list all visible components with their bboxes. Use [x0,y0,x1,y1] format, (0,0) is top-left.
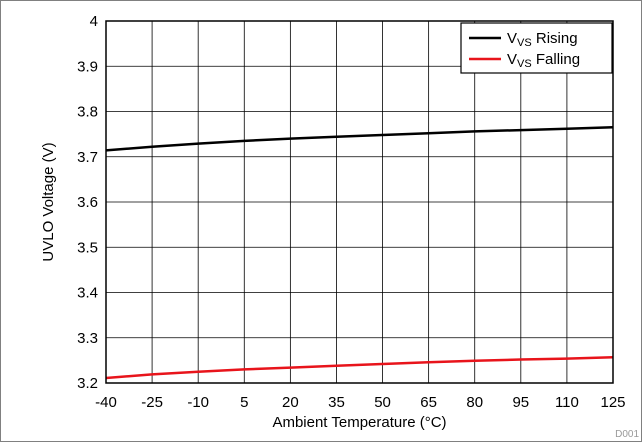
y-tick-labels: 3.2 3.3 3.4 3.5 3.6 3.7 3.8 3.9 4 [77,13,98,392]
x-tick-label: -10 [187,394,209,411]
plot-border [105,20,614,384]
x-tick-label: 20 [282,394,299,411]
legend: VVS Rising VVS Falling [460,22,613,74]
x-tick-label: 125 [600,394,625,411]
series-layer [105,126,614,380]
x-axis-label: Ambient Temperature (°C) [272,414,446,431]
y-tick-label: 4 [90,13,98,30]
x-tick-label: 95 [512,394,529,411]
x-tick-label: 5 [240,394,248,411]
legend-label-rising: VVS Rising [507,30,578,49]
x-tick-label: 80 [466,394,483,411]
y-tick-label: 3.2 [77,375,98,392]
series-line-rising [105,126,614,152]
y-tick-label: 3.3 [77,330,98,347]
y-tick-label: 3.8 [77,104,98,121]
x-tick-label: 50 [374,394,391,411]
y-tick-label: 3.4 [77,285,98,302]
y-tick-label: 3.5 [77,239,98,256]
y-tick-label: 3.9 [77,58,98,75]
series-line-falling [105,355,614,380]
x-tick-label: 65 [420,394,437,411]
legend-label-falling: VVS Falling [507,51,580,70]
y-tick-label: 3.7 [77,149,98,166]
legend-box [460,22,613,74]
y-axis-label: UVLO Voltage (V) [40,142,57,261]
y-tick-label: 3.6 [77,194,98,211]
x-tick-labels: -40 -25 -10 5 20 35 50 65 80 95 110 125 [95,394,625,411]
x-tick-label: 35 [328,394,345,411]
grid [105,20,614,384]
x-tick-label: -25 [141,394,163,411]
figure-code: D001 [615,429,639,440]
x-tick-label: -40 [95,394,117,411]
x-tick-label: 110 [555,394,579,411]
